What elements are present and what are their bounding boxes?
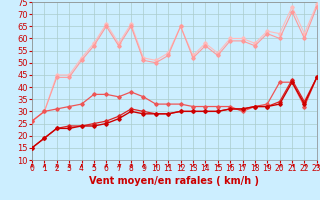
- X-axis label: Vent moyen/en rafales ( km/h ): Vent moyen/en rafales ( km/h ): [89, 176, 260, 186]
